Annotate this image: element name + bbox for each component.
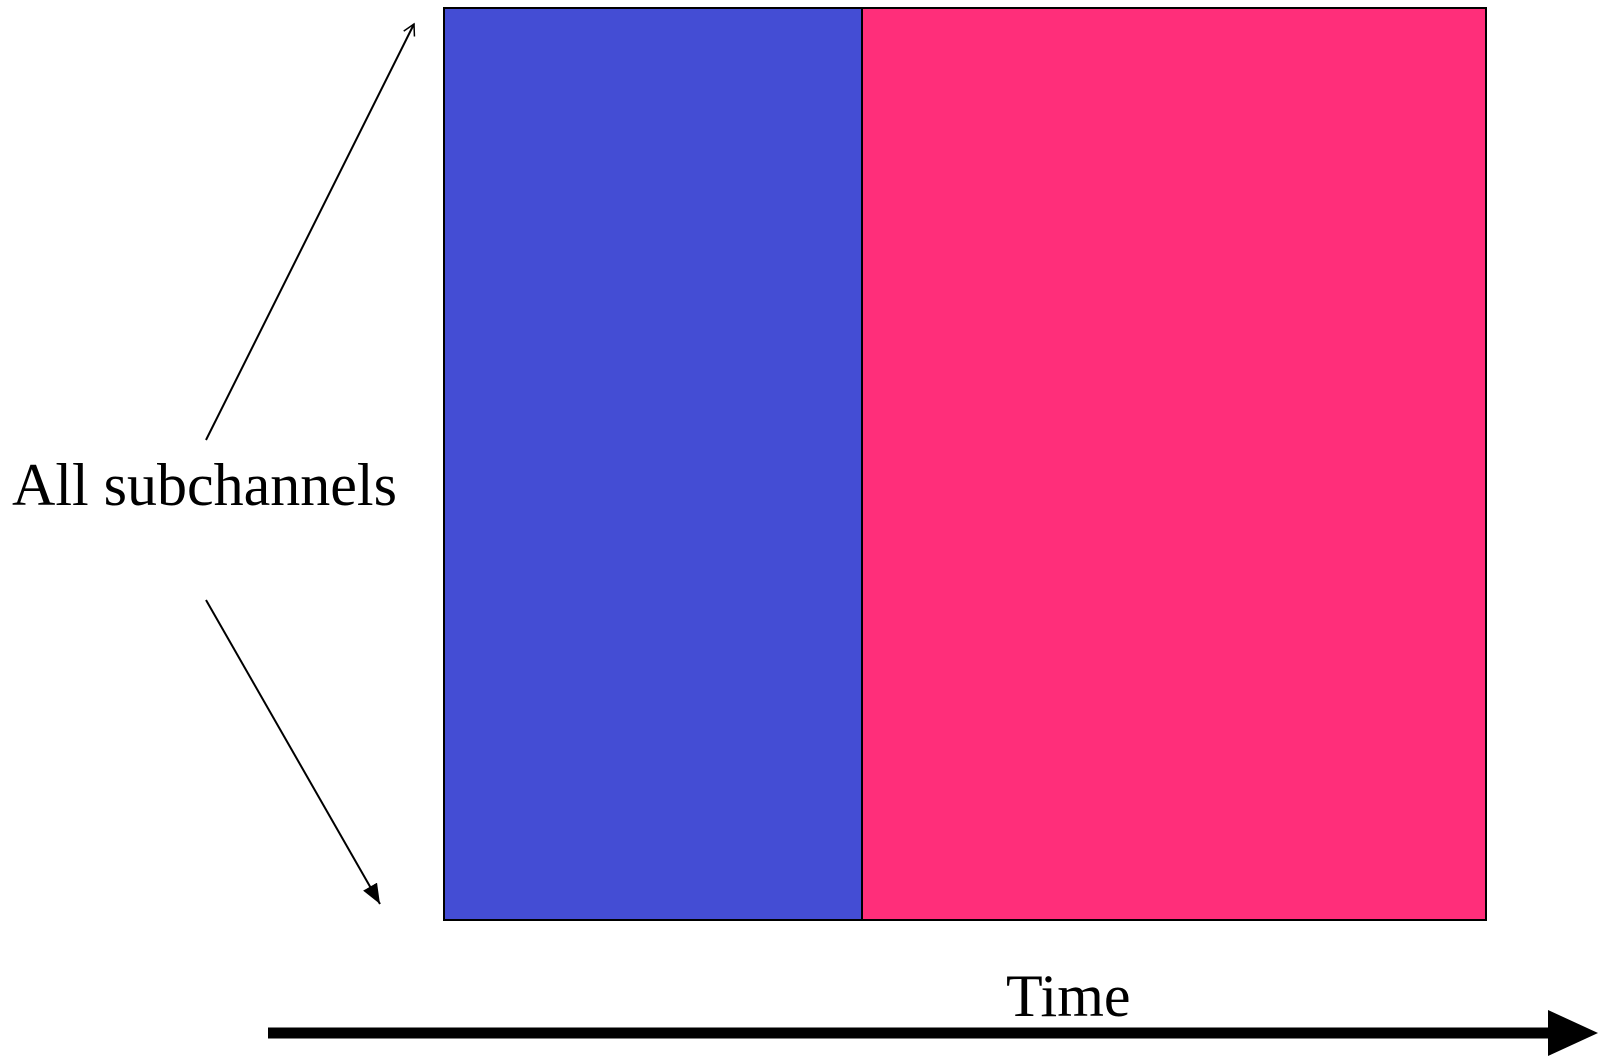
block-second [861, 7, 1487, 921]
subchannels-label: All subchannels [12, 452, 397, 518]
time-label: Time [1006, 963, 1131, 1029]
subchannels-arrow-down [205, 599, 381, 905]
subchannels-arrow-up [205, 22, 416, 441]
block-first [443, 7, 863, 921]
time-axis-arrowhead [1548, 1010, 1598, 1056]
